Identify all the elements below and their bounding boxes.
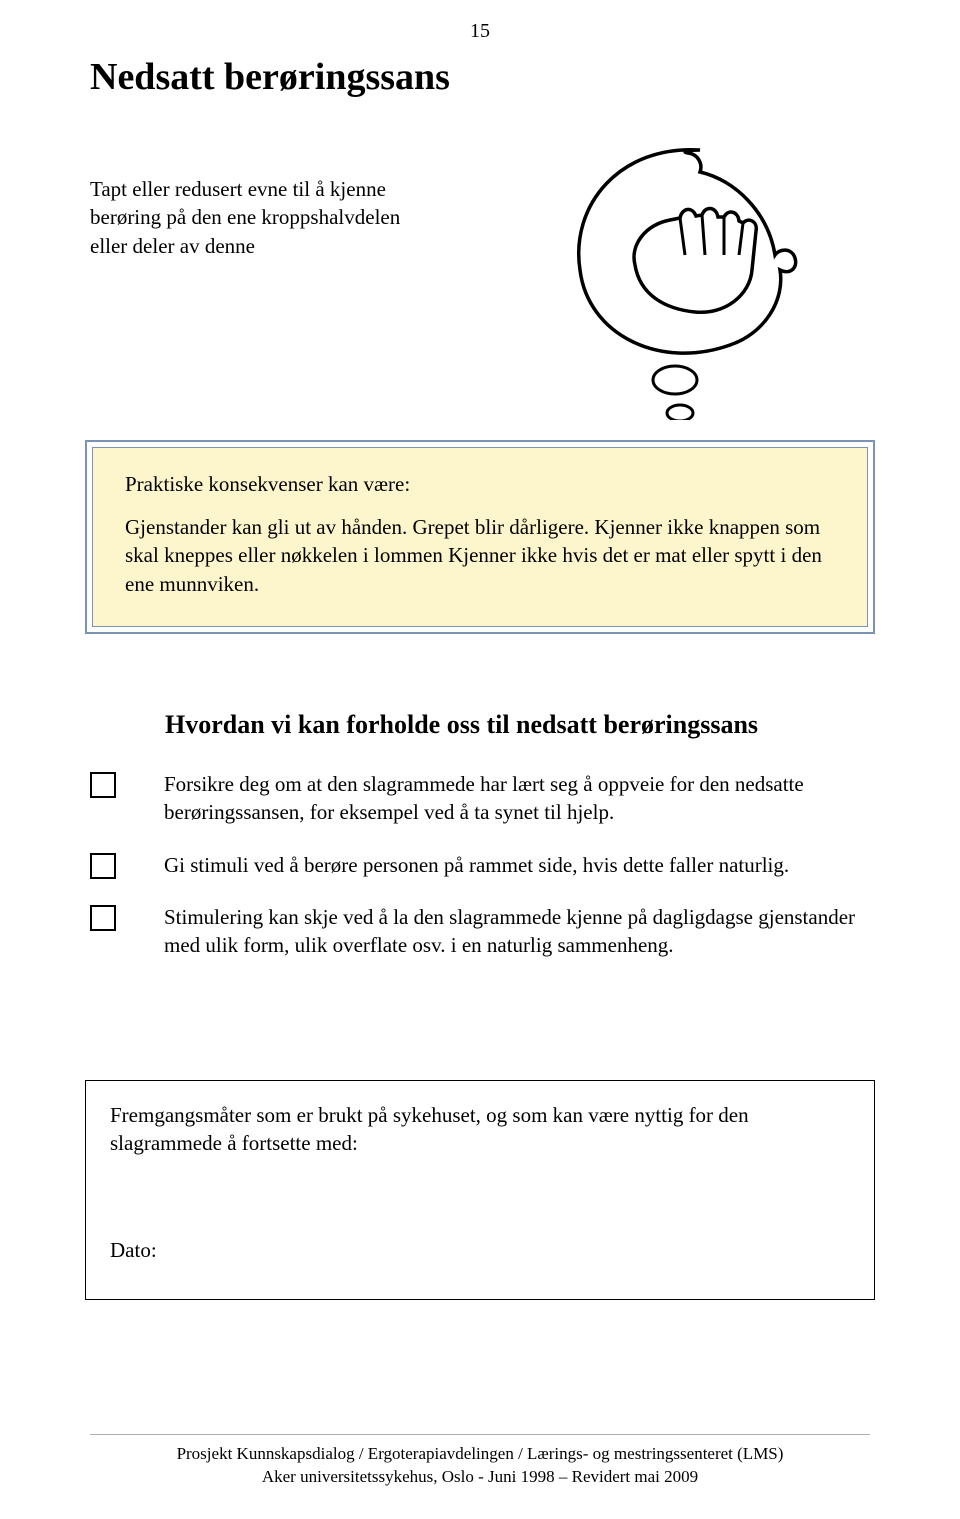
checkbox-icon [90,772,116,798]
intro-paragraph: Tapt eller redusert evne til å kjenne be… [90,175,430,260]
notes-box: Fremgangsmåter som er brukt på sykehuset… [85,1080,875,1300]
list-item: Forsikre deg om at den slagrammede har l… [90,770,870,827]
footer-divider [90,1434,870,1435]
list-item: Gi stimuli ved å berøre personen på ramm… [90,851,870,879]
footer-line-2: Aker universitetssykehus, Oslo - Juni 19… [0,1466,960,1489]
bullet-text: Stimulering kan skje ved å la den slagra… [164,903,870,960]
footer-line-1: Prosjekt Kunnskapsdialog / Ergoterapiavd… [0,1443,960,1466]
checkbox-icon [90,905,116,931]
bullet-list: Forsikre deg om at den slagrammede har l… [90,770,870,984]
list-item: Stimulering kan skje ved å la den slagra… [90,903,870,960]
notes-box-text: Fremgangsmåter som er brukt på sykehuset… [110,1101,850,1158]
consequences-box-inner: Praktiske konsekvenser kan være: Gjensta… [92,447,868,627]
bullet-text: Gi stimuli ved å berøre personen på ramm… [164,851,870,879]
page-footer: Prosjekt Kunnskapsdialog / Ergoterapiavd… [0,1434,960,1489]
page-title: Nedsatt berøringssans [90,55,450,99]
bullet-text: Forsikre deg om at den slagrammede har l… [164,770,870,827]
date-label: Dato: [110,1238,850,1263]
section-title: Hvordan vi kan forholde oss til nedsatt … [165,710,758,740]
checkbox-icon [90,853,116,879]
page-number: 15 [470,20,490,43]
consequences-title: Praktiske konsekvenser kan være: [125,472,835,497]
consequences-box: Praktiske konsekvenser kan være: Gjensta… [85,440,875,634]
consequences-body: Gjenstander kan gli ut av hånden. Grepet… [125,513,835,598]
hand-thought-bubble-icon [530,120,830,420]
